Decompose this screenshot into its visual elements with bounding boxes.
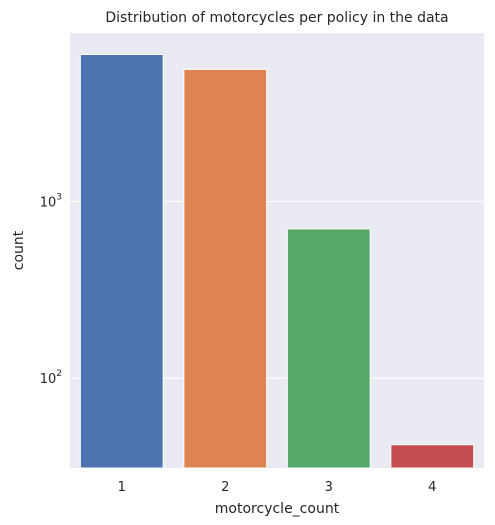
y-axis-ticks: 102 103 bbox=[40, 193, 62, 388]
y-tick-label: 102 bbox=[40, 369, 62, 387]
x-tick-label: 1 bbox=[118, 480, 126, 495]
bar-1 bbox=[79, 54, 164, 469]
chart-title: Distribution of motorcycles per policy i… bbox=[105, 10, 448, 26]
x-axis-ticks: 1 2 3 4 bbox=[118, 480, 437, 495]
x-tick-label: 3 bbox=[325, 480, 333, 495]
x-axis-label: motorcycle_count bbox=[215, 501, 340, 517]
x-tick-label: 2 bbox=[221, 480, 229, 495]
x-tick-label: 4 bbox=[428, 480, 436, 495]
bar-3 bbox=[286, 228, 371, 469]
bar-4 bbox=[390, 444, 475, 469]
bars bbox=[79, 54, 475, 469]
y-tick-label: 103 bbox=[40, 193, 62, 211]
bar-2 bbox=[183, 68, 268, 469]
y-axis-label: count bbox=[11, 230, 27, 270]
